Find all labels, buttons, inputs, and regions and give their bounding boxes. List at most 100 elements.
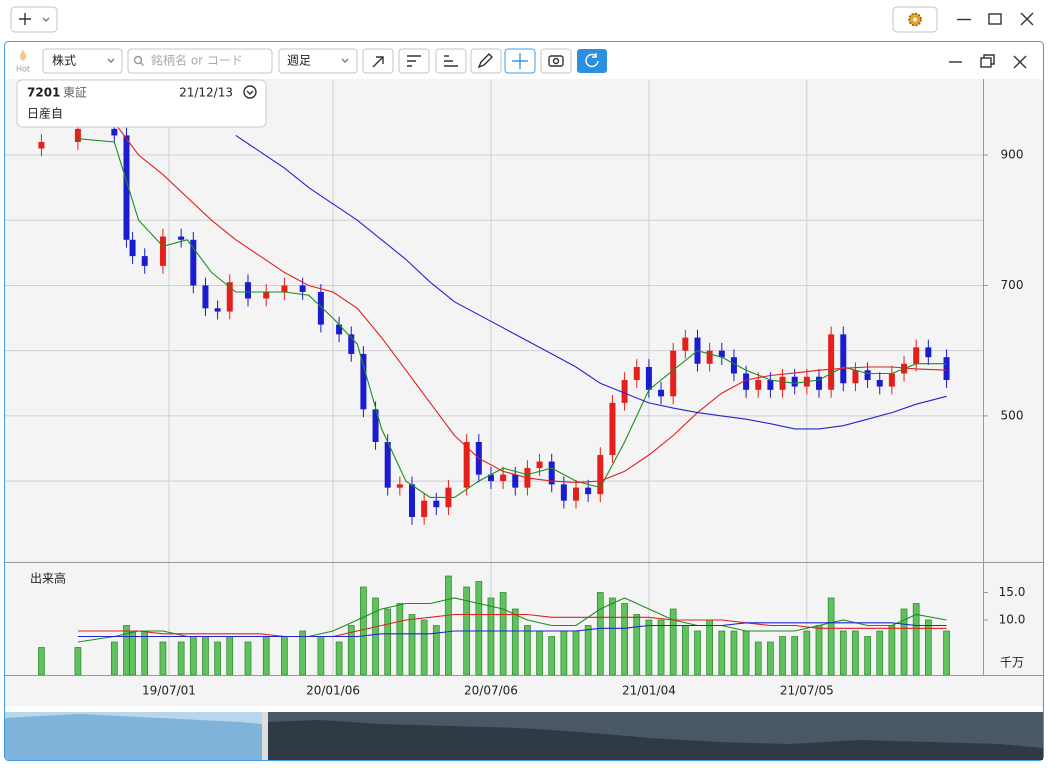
volume-bar <box>408 614 416 676</box>
candle-body <box>263 291 270 299</box>
volume-bar <box>536 630 543 676</box>
volume-bar <box>730 630 738 676</box>
candle-body <box>645 366 652 390</box>
volume-bar <box>487 597 495 676</box>
period-select[interactable] <box>278 48 358 74</box>
refresh-button[interactable] <box>577 49 607 73</box>
volume-bar <box>706 619 713 676</box>
candle-body <box>408 484 415 517</box>
navigator-handle[interactable] <box>262 712 268 760</box>
volume-bar <box>335 641 343 676</box>
candle-body <box>38 141 45 149</box>
volume-bar <box>852 630 859 676</box>
info-box: 7201 東証 21/12/13 日産自 <box>16 79 267 128</box>
x-tick-label: 20/07/06 <box>464 684 518 698</box>
stock-code: 7201 <box>27 86 60 100</box>
volume-bar <box>815 625 823 676</box>
candle-body <box>706 350 713 364</box>
volume-bar <box>396 603 404 676</box>
camera-button[interactable] <box>540 48 572 74</box>
candle-body <box>487 474 494 482</box>
volume-bar <box>141 630 149 676</box>
panel-restore-back <box>983 54 995 65</box>
volume-title: 出来高 <box>30 571 66 586</box>
volume-bar <box>384 608 392 676</box>
search-icon-handle <box>140 62 144 66</box>
candle-body <box>925 347 932 358</box>
volume-bar <box>499 592 507 676</box>
sort-icon <box>407 55 421 67</box>
volume-bar <box>74 647 82 676</box>
close-button[interactable] <box>1020 12 1034 26</box>
search-icon <box>133 55 143 65</box>
volume-bar <box>888 625 896 676</box>
candle-body <box>621 380 628 403</box>
volume-bar <box>633 614 641 676</box>
expand-icon[interactable] <box>243 85 257 99</box>
volume-bar <box>475 581 483 676</box>
date: 21/12/13 <box>179 86 233 100</box>
volume-bar <box>694 630 701 676</box>
volume-bar <box>129 630 136 676</box>
search-box[interactable] <box>127 48 273 74</box>
candle-body <box>633 366 640 381</box>
volume-bar <box>681 625 689 676</box>
candle-body <box>336 324 343 335</box>
hot-label: Hot <box>16 65 30 74</box>
volume-bar <box>876 630 884 676</box>
navigator-window-shape <box>5 714 262 760</box>
market-select[interactable] <box>42 48 123 74</box>
ma-line <box>77 613 947 638</box>
candle-body <box>609 402 616 456</box>
panel-restore[interactable] <box>980 57 992 68</box>
candle-body <box>840 334 847 384</box>
add-button[interactable] <box>10 6 58 33</box>
volume-bar <box>560 630 568 676</box>
candle-body <box>779 376 786 390</box>
volume-bar <box>779 636 786 676</box>
candle-body <box>214 308 221 312</box>
volume-bar <box>609 597 616 676</box>
volume-bar <box>202 636 209 676</box>
volume-bar <box>214 641 221 676</box>
volume-bar <box>742 630 750 676</box>
y-tick-label: 900 <box>1001 148 1024 162</box>
candle-body <box>141 256 148 266</box>
volume-bar <box>226 636 234 676</box>
ma-line <box>113 122 947 483</box>
volume-bar <box>621 603 628 676</box>
candle-body <box>755 380 762 390</box>
x-tick-label: 19/07/01 <box>142 684 196 698</box>
candle-body <box>384 441 391 488</box>
trend-button[interactable] <box>362 48 394 74</box>
x-tick-label: 21/01/04 <box>622 684 676 698</box>
candle-body <box>226 282 233 312</box>
candle-body <box>876 380 883 387</box>
expand-chevron <box>246 90 254 95</box>
volume-bar <box>572 630 580 676</box>
candle-body <box>852 370 859 384</box>
chevron <box>341 58 349 63</box>
volume-bar <box>803 630 811 676</box>
draw-button[interactable] <box>470 48 502 74</box>
info-bg <box>16 79 267 128</box>
volume-bar <box>244 641 252 676</box>
candle-body <box>74 128 81 142</box>
navigator-shape <box>268 720 1043 760</box>
volume-bar <box>281 636 288 676</box>
candle-body <box>111 128 118 136</box>
candle-body <box>202 285 209 309</box>
candle-body <box>123 135 130 240</box>
navigator <box>5 712 1043 760</box>
volume-bar <box>445 575 452 676</box>
candle-body <box>585 487 592 495</box>
panel-close[interactable] <box>1013 55 1027 69</box>
candle-body <box>718 350 725 358</box>
plus-icon <box>19 13 31 25</box>
maximize-button[interactable] <box>988 13 1002 25</box>
hot-icon <box>20 50 26 61</box>
volume-bar <box>754 641 762 676</box>
candle-body <box>791 376 798 387</box>
volume-bar <box>524 625 531 676</box>
